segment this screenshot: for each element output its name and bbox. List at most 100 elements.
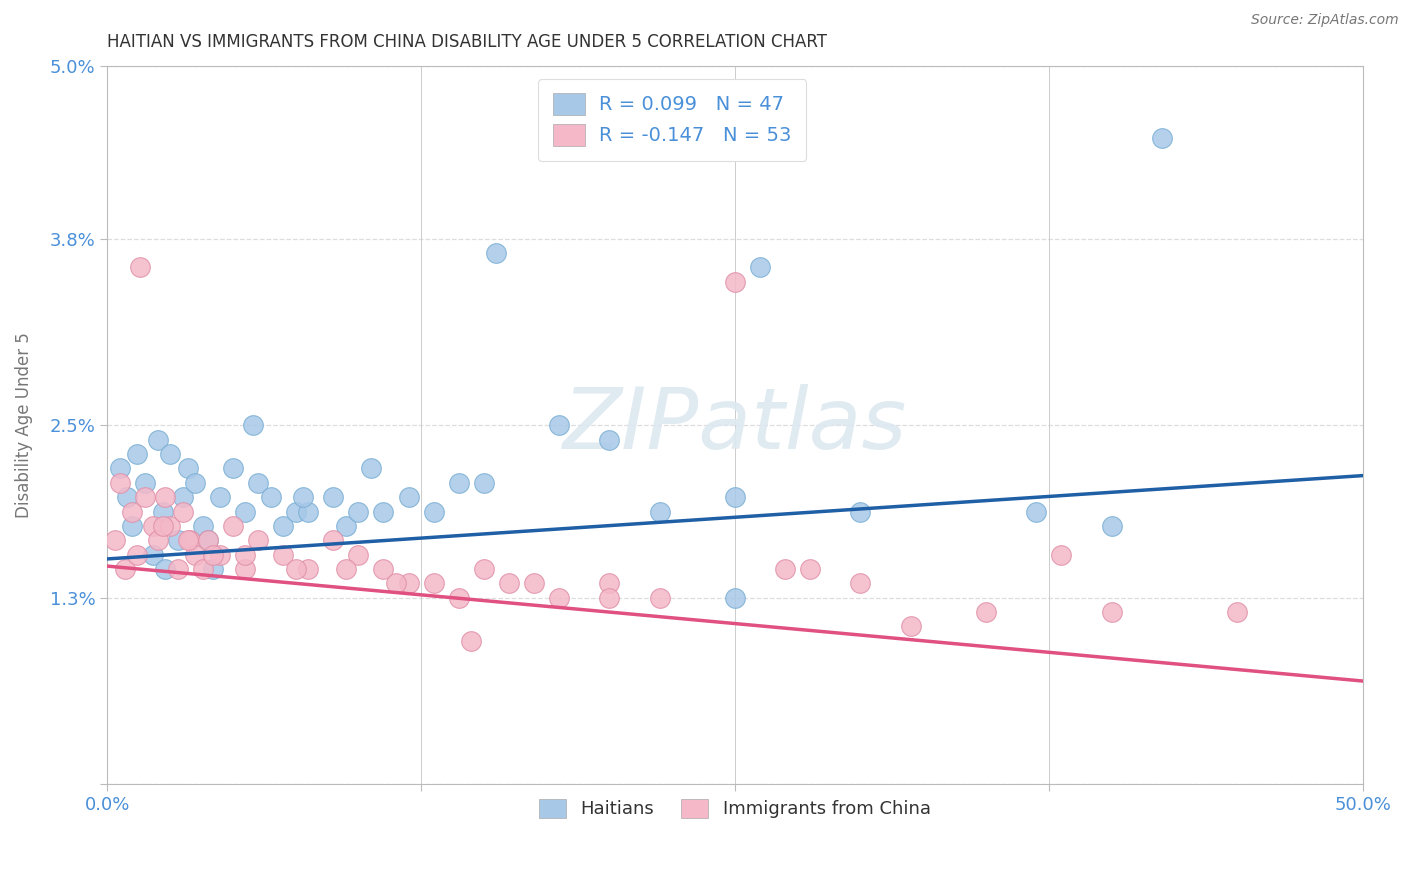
Point [373,504,395,518]
Point [347,548,370,562]
Point [127,447,149,461]
Point [191,562,214,576]
Point [398,490,420,504]
Point [648,504,671,518]
Point [271,548,294,562]
Point [141,548,163,562]
Point [422,504,444,518]
Text: ZIPatlas: ZIPatlas [562,384,907,467]
Point [209,490,232,504]
Point [900,619,922,633]
Point [159,519,181,533]
Point [246,533,269,548]
Point [201,548,224,562]
Point [485,246,508,260]
Point [141,519,163,533]
Point [347,504,370,518]
Point [242,418,264,433]
Y-axis label: Disability Age Under 5: Disability Age Under 5 [15,333,32,518]
Point [548,591,571,605]
Point [297,504,319,518]
Point [176,461,198,475]
Point [724,591,747,605]
Point [360,461,382,475]
Point [235,504,257,518]
Point [335,562,357,576]
Point [159,447,181,461]
Point [749,260,772,275]
Point [472,562,495,576]
Point [447,591,470,605]
Point [191,519,214,533]
Point [799,562,821,576]
Point [648,591,671,605]
Point [127,548,149,562]
Point [373,562,395,576]
Point [146,533,169,548]
Point [114,562,136,576]
Point [152,519,174,533]
Point [246,475,269,490]
Point [134,475,156,490]
Point [724,490,747,504]
Point [1150,131,1173,145]
Point [385,576,408,591]
Point [271,519,294,533]
Point [1101,605,1123,619]
Point [422,576,444,591]
Point [235,548,257,562]
Point [598,591,620,605]
Point [297,562,319,576]
Point [121,504,143,518]
Point [121,519,143,533]
Point [773,562,796,576]
Point [974,605,997,619]
Text: HAITIAN VS IMMIGRANTS FROM CHINA DISABILITY AGE UNDER 5 CORRELATION CHART: HAITIAN VS IMMIGRANTS FROM CHINA DISABIL… [107,33,827,51]
Point [166,562,188,576]
Point [447,475,470,490]
Point [322,533,344,548]
Point [179,533,201,548]
Point [284,504,307,518]
Point [472,475,495,490]
Point [322,490,344,504]
Point [184,548,207,562]
Point [292,490,315,504]
Point [117,490,139,504]
Point [849,576,872,591]
Text: Source: ZipAtlas.com: Source: ZipAtlas.com [1251,13,1399,28]
Point [259,490,281,504]
Point [134,490,156,504]
Point [166,533,188,548]
Point [197,533,219,548]
Point [222,519,245,533]
Point [235,562,257,576]
Point [724,275,747,289]
Point [153,562,176,576]
Legend: Haitians, Immigrants from China: Haitians, Immigrants from China [531,792,938,826]
Point [176,533,198,548]
Point [172,504,194,518]
Point [152,504,174,518]
Point [222,461,245,475]
Point [201,562,224,576]
Point [1025,504,1047,518]
Point [129,260,152,275]
Point [108,475,131,490]
Point [146,433,169,447]
Point [498,576,520,591]
Point [849,504,872,518]
Point [197,533,219,548]
Point [335,519,357,533]
Point [1101,519,1123,533]
Point [598,576,620,591]
Point [104,533,127,548]
Point [184,475,207,490]
Point [398,576,420,591]
Point [284,562,307,576]
Point [172,490,194,504]
Point [523,576,546,591]
Point [598,433,620,447]
Point [1050,548,1073,562]
Point [153,490,176,504]
